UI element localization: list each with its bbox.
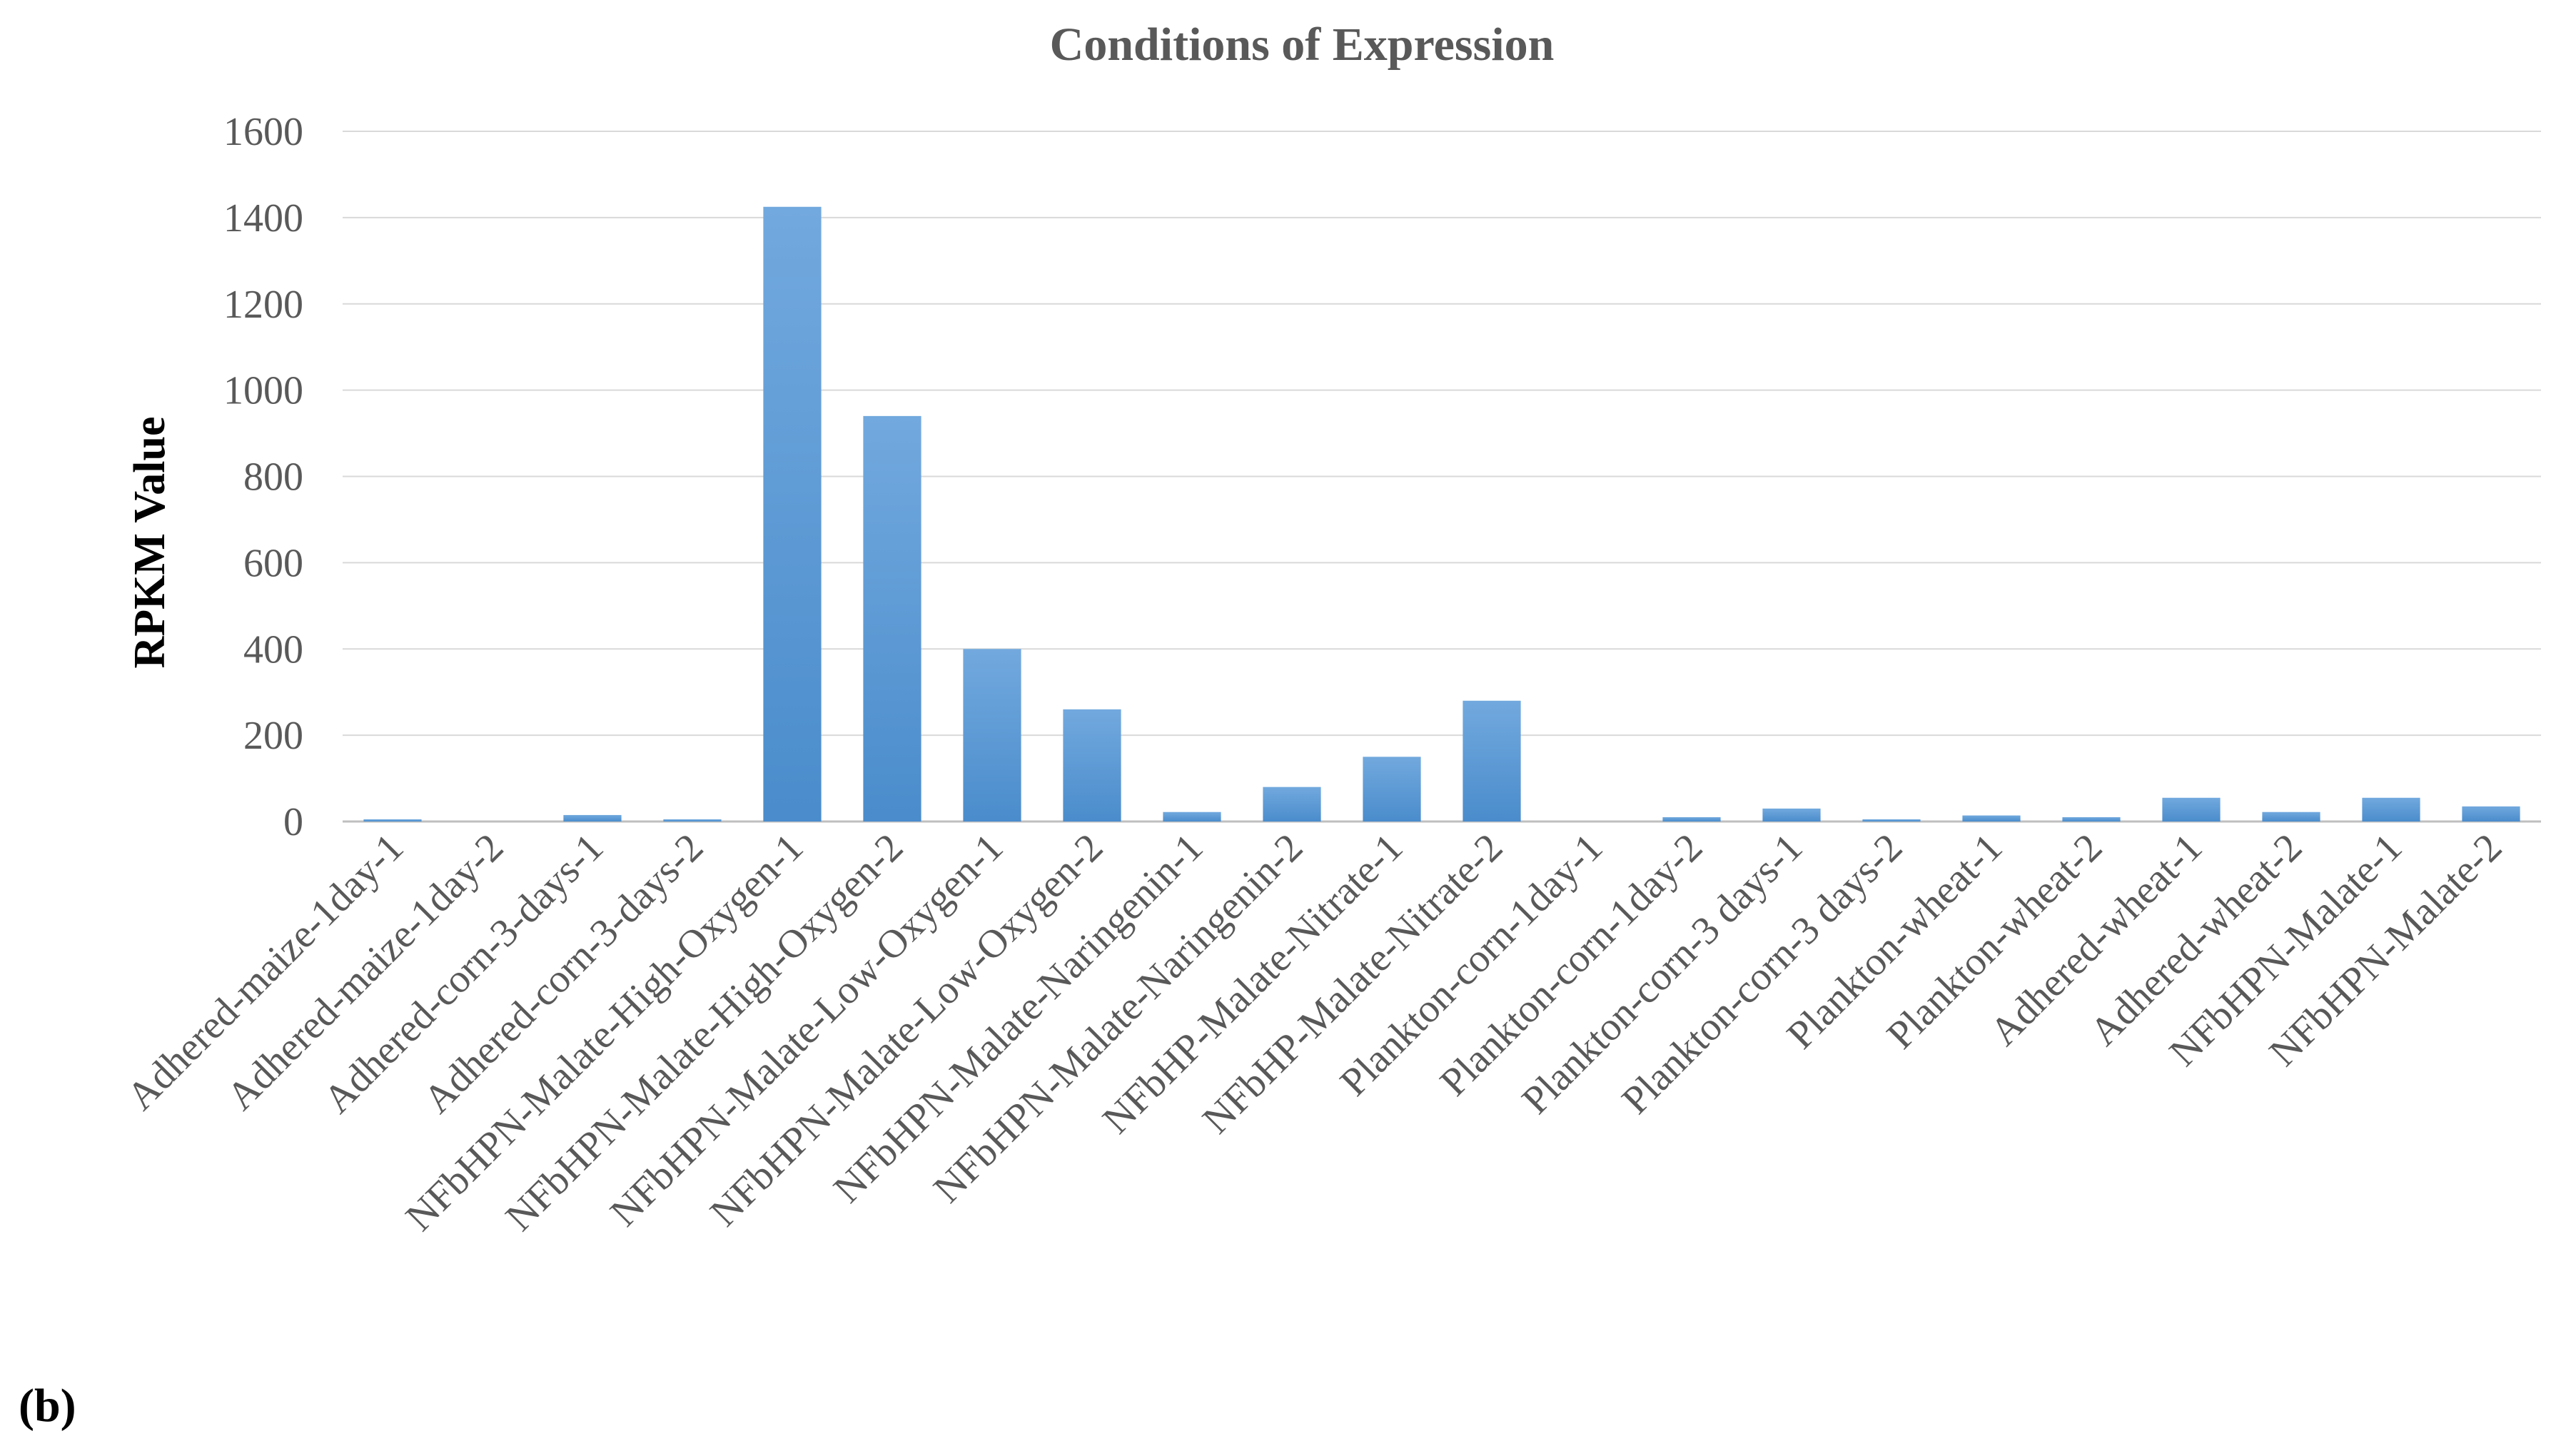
- bar: [763, 206, 822, 821]
- bar: [363, 819, 422, 821]
- y-tick-label: 200: [243, 714, 303, 758]
- bar: [963, 649, 1021, 821]
- bar: [863, 415, 921, 821]
- y-tick-label: 1000: [223, 369, 303, 413]
- bar: [1163, 812, 1221, 821]
- panel-label: (b): [19, 1380, 76, 1432]
- bar: [2462, 806, 2520, 821]
- bar: [2062, 817, 2121, 821]
- gridlines: [343, 131, 2541, 823]
- y-tick-label: 1200: [223, 283, 303, 327]
- y-axis-ticks: 0 200 400 600 800 1000 1200 1400 1600: [223, 110, 303, 844]
- chart-title: Conditions of Expression: [1050, 19, 1555, 71]
- bars: [363, 206, 2520, 821]
- bar: [2162, 797, 2221, 821]
- y-tick-label: 600: [243, 541, 303, 585]
- bar: [1063, 709, 1121, 821]
- y-tick-label: 800: [243, 455, 303, 500]
- y-axis-label: RPKM Value: [126, 416, 174, 668]
- bar: [2262, 812, 2320, 821]
- bar: [1662, 817, 1721, 821]
- bar: [1862, 819, 1921, 821]
- y-tick-label: 1600: [223, 110, 303, 154]
- bar: [1463, 700, 1521, 821]
- bar: [1762, 808, 1821, 821]
- y-tick-label: 1400: [223, 196, 303, 241]
- bar: [1962, 815, 2021, 821]
- bar: [2362, 797, 2420, 821]
- bar: [663, 819, 722, 821]
- bar: [563, 814, 622, 821]
- bar: [1363, 757, 1421, 821]
- y-tick-label: 0: [283, 800, 303, 844]
- y-tick-label: 400: [243, 627, 303, 672]
- bar: [1263, 787, 1321, 821]
- x-axis-category-labels: Adhered-maize-1day-1Adhered-maize-1day-2…: [118, 825, 2510, 1240]
